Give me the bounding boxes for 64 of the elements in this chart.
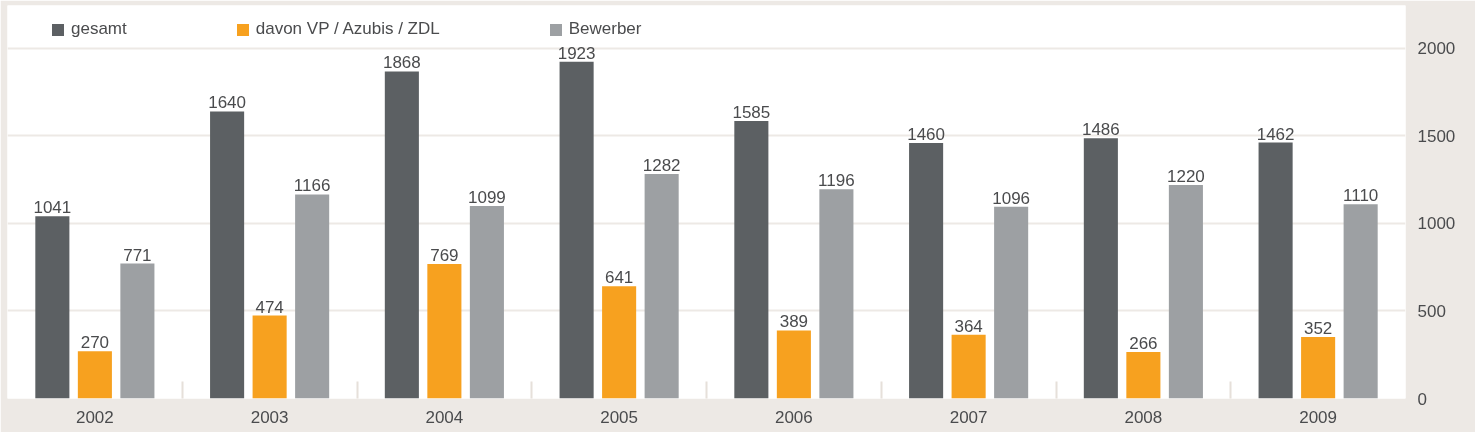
legend-label: gesamt: [71, 19, 127, 39]
bar: [252, 315, 287, 399]
x-tick-label: 2003: [250, 407, 289, 427]
data-label: 1923: [557, 43, 596, 63]
data-label: 1196: [818, 171, 855, 191]
data-label: 1462: [1256, 124, 1295, 144]
data-label: 769: [430, 245, 459, 265]
bar: [210, 111, 245, 399]
bar: [1083, 138, 1118, 399]
bar: [35, 216, 70, 399]
bar: [384, 71, 419, 399]
y-tick-label: 1000: [1417, 214, 1456, 234]
x-tick-label: 2005: [600, 407, 639, 427]
bar: [1168, 184, 1203, 399]
bar: [602, 286, 637, 399]
bar: [295, 194, 330, 399]
data-label: 364: [954, 316, 983, 336]
bar: [120, 263, 155, 399]
bar: [559, 61, 594, 399]
bar: [1301, 336, 1336, 399]
data-label: 1460: [907, 124, 946, 144]
legend-label: Bewerber: [568, 19, 642, 39]
data-label: 1110: [1343, 186, 1379, 206]
x-tick-label: 2002: [75, 407, 114, 427]
bar: [994, 206, 1029, 399]
data-label: 352: [1303, 318, 1333, 338]
data-label: 1585: [732, 103, 771, 123]
legend-label: davon VP / Azubis / ZDL: [255, 19, 440, 39]
data-label: 771: [123, 245, 152, 265]
data-label: 1041: [33, 198, 72, 218]
data-label: 1868: [382, 53, 421, 73]
bar: [951, 334, 986, 399]
data-label: 1640: [208, 93, 247, 113]
data-label: 474: [255, 297, 284, 317]
bar: [1343, 204, 1378, 399]
bar: [734, 121, 769, 399]
bar: [1126, 351, 1161, 399]
bar: [77, 351, 112, 399]
y-tick-label: 2000: [1417, 39, 1456, 59]
x-tick-label: 2004: [425, 407, 464, 427]
data-label: 1099: [467, 188, 506, 208]
bar: [819, 189, 854, 399]
data-label: 266: [1129, 333, 1158, 353]
bar: [427, 263, 462, 399]
y-tick-label: 0: [1417, 389, 1427, 409]
bar: [776, 330, 811, 399]
data-label: 1166: [293, 176, 331, 196]
data-label: 1282: [642, 156, 681, 176]
bar: [644, 174, 679, 399]
x-tick-label: 2006: [774, 407, 813, 427]
bar: [469, 206, 504, 399]
data-label: 1096: [992, 188, 1031, 208]
x-tick-label: 2009: [1299, 407, 1338, 427]
bar: [1258, 142, 1293, 399]
y-tick-label: 1500: [1417, 126, 1456, 146]
data-label: 270: [80, 333, 110, 353]
data-label: 1220: [1166, 166, 1205, 186]
data-label: 389: [779, 312, 809, 332]
data-label: 1486: [1081, 120, 1120, 140]
y-tick-label: 500: [1417, 301, 1446, 321]
data-label: 641: [604, 268, 634, 288]
x-tick-label: 2007: [949, 407, 988, 427]
bar: [909, 142, 944, 399]
x-tick-label: 2008: [1124, 407, 1163, 427]
